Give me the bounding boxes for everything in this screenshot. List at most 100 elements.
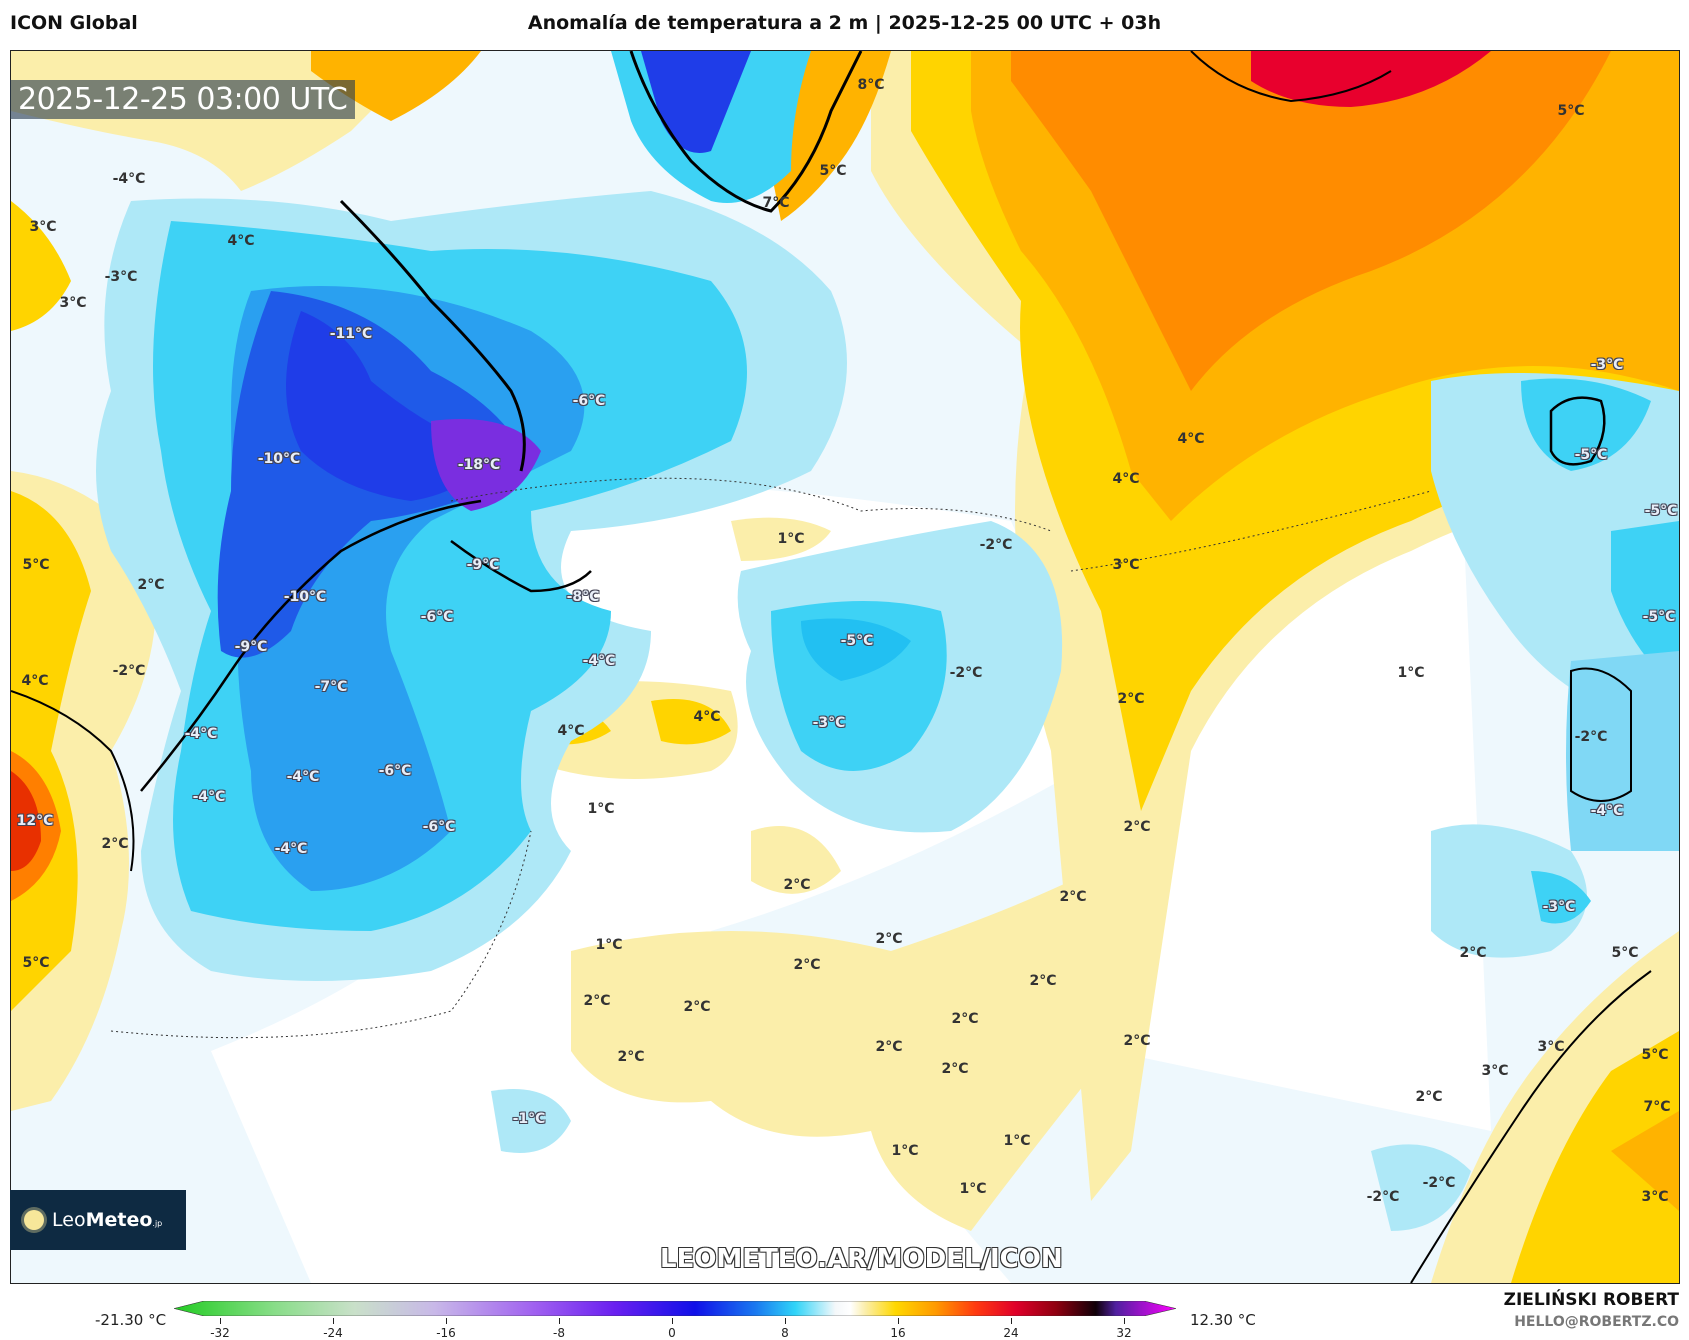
colorbar-tick	[559, 1318, 560, 1324]
temperature-label: -5°C	[1574, 447, 1608, 463]
temperature-label: -8°C	[566, 589, 600, 605]
temperature-label: 7°C	[1643, 1099, 1671, 1115]
temperature-label: -5°C	[1642, 609, 1676, 625]
temperature-label: 4°C	[693, 709, 721, 725]
temperature-label: -3°C	[1542, 899, 1576, 915]
temperature-label: -2°C	[949, 665, 983, 681]
temperature-label: 5°C	[1557, 103, 1585, 119]
colorbar-tick-label: 32	[1116, 1326, 1132, 1340]
temperature-label: -4°C	[274, 841, 308, 857]
temperature-label: -1°C	[512, 1111, 546, 1127]
temperature-label: 3°C	[1112, 557, 1140, 573]
temperature-label: 2°C	[1415, 1089, 1443, 1105]
colorbar-tick	[333, 1318, 334, 1324]
temperature-label: 2°C	[875, 931, 903, 947]
temperature-label: -6°C	[422, 819, 456, 835]
temperature-label: 2°C	[683, 999, 711, 1015]
colorbar-tick-label: 24	[1003, 1326, 1019, 1340]
temperature-label: 2°C	[1459, 945, 1487, 961]
leometeo-logo[interactable]: LeoMeteo.jp	[10, 1190, 186, 1250]
temperature-label: -2°C	[1422, 1175, 1456, 1191]
temperature-label: 5°C	[22, 955, 50, 971]
temperature-label: 7°C	[762, 195, 790, 211]
temperature-label: -4°C	[1590, 803, 1624, 819]
temperature-label: 2°C	[1059, 889, 1087, 905]
temperature-label: 4°C	[1177, 431, 1205, 447]
colorbar-tick	[220, 1318, 221, 1324]
temperature-label: 2°C	[875, 1039, 903, 1055]
temperature-label: -4°C	[582, 653, 616, 669]
temperature-label: 5°C	[22, 557, 50, 573]
temperature-label: -7°C	[314, 679, 348, 695]
temperature-label: 2°C	[583, 993, 611, 1009]
colorbar-tick	[898, 1318, 899, 1324]
temperature-label: 12°C	[16, 813, 54, 829]
colorbar-tick	[1011, 1318, 1012, 1324]
valid-time-badge: 2025-12-25 03:00 UTC	[10, 80, 356, 119]
colorbar-tick-label: 16	[890, 1326, 906, 1340]
temperature-label: 5°C	[819, 163, 847, 179]
colorbar-tick	[785, 1318, 786, 1324]
temperature-label: 3°C	[1537, 1039, 1565, 1055]
temperature-label: -4°C	[112, 171, 146, 187]
temperature-label: -2°C	[112, 663, 146, 679]
temperature-label: 2°C	[101, 836, 129, 852]
temperature-label: 2°C	[617, 1049, 645, 1065]
temperature-label: 3°C	[1481, 1063, 1509, 1079]
anomaly-map: -4°C 3°C -3°C 4°C 3°C 8°C 5°C 7°C 5°C -11°C -6°C -1…	[10, 50, 1680, 1284]
temperature-label: 2°C	[1123, 819, 1151, 835]
sun-icon	[24, 1210, 44, 1230]
temperature-label: -4°C	[286, 769, 320, 785]
colorbar-tick-label: -8	[553, 1326, 565, 1340]
temperature-label: 4°C	[1112, 471, 1140, 487]
temperature-label: -11°C	[329, 326, 373, 342]
colorbar-tick-label: -32	[210, 1326, 230, 1340]
map-fill	[11, 51, 1679, 1283]
temperature-label: -5°C	[840, 633, 874, 649]
temperature-label: 2°C	[1117, 691, 1145, 707]
temperature-label: 2°C	[951, 1011, 979, 1027]
temperature-label: 2°C	[1029, 973, 1057, 989]
temperature-label: -5°C	[1644, 503, 1678, 519]
temperature-label: 5°C	[1611, 945, 1639, 961]
temperature-label: -2°C	[1366, 1189, 1400, 1205]
temperature-label: -2°C	[979, 537, 1013, 553]
temperature-label: 4°C	[227, 233, 255, 249]
colorbar	[174, 1301, 1176, 1316]
temperature-label: 5°C	[1641, 1047, 1669, 1063]
temperature-label: -3°C	[104, 269, 138, 285]
temperature-label: -10°C	[283, 589, 327, 605]
temperature-label: 4°C	[21, 673, 49, 689]
temperature-label: -18°C	[457, 457, 501, 473]
temperature-label: 3°C	[29, 219, 57, 235]
temperature-label: -9°C	[466, 557, 500, 573]
colorbar-tick	[446, 1318, 447, 1324]
temperature-label: 1°C	[1397, 665, 1425, 681]
temperature-label: 2°C	[783, 877, 811, 893]
temperature-label: -4°C	[192, 789, 226, 805]
temperature-label: -3°C	[812, 715, 846, 731]
temperature-label: 2°C	[1123, 1033, 1151, 1049]
temperature-label: -10°C	[257, 451, 301, 467]
temperature-label: -6°C	[420, 609, 454, 625]
temperature-label: -6°C	[572, 393, 606, 409]
model-name: ICON Global	[10, 12, 138, 34]
temperature-label: 4°C	[557, 723, 585, 739]
colorbar-min-label: -21.30 °C	[95, 1311, 167, 1329]
colorbar-tick-label: 8	[781, 1326, 789, 1340]
temperature-label: 1°C	[587, 801, 615, 817]
temperature-label: -6°C	[378, 763, 412, 779]
temperature-label: 1°C	[595, 937, 623, 953]
logo-text: LeoMeteo.jp	[52, 1209, 163, 1231]
temperature-label: -4°C	[184, 726, 218, 742]
author-email[interactable]: HELLO@ROBERTZ.CO	[1514, 1314, 1679, 1330]
temperature-label: 2°C	[793, 957, 821, 973]
watermark-url: LEOMETEO.AR/MODEL/ICON	[660, 1244, 1063, 1274]
colorbar-tick-label: -24	[323, 1326, 343, 1340]
temperature-label: 3°C	[59, 295, 87, 311]
temperature-label: 1°C	[891, 1143, 919, 1159]
temperature-label: 2°C	[941, 1061, 969, 1077]
temperature-label: 2°C	[137, 577, 165, 593]
colorbar-tick	[1124, 1318, 1125, 1324]
colorbar-tick-label: -16	[436, 1326, 456, 1340]
